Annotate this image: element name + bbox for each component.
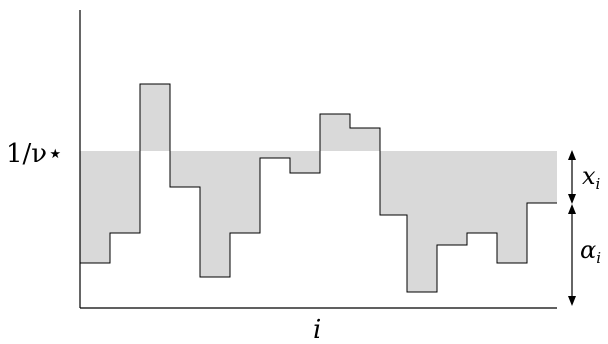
alpha-i-label-main: α <box>580 236 596 264</box>
step-function <box>80 83 557 293</box>
x-axis-label: i <box>313 315 321 344</box>
x-i-label-sub: i <box>596 175 601 193</box>
alpha-i-label: αi <box>580 236 601 267</box>
x-i-arrow <box>568 150 576 204</box>
alpha-i-label-sub: i <box>596 249 601 267</box>
alpha-region-mask <box>80 151 557 292</box>
level-label: 1/ν⋆ <box>6 139 63 169</box>
alpha-i-arrow <box>568 204 576 306</box>
x-i-label-main: x <box>582 162 596 190</box>
x-i-label: xi <box>582 162 601 193</box>
